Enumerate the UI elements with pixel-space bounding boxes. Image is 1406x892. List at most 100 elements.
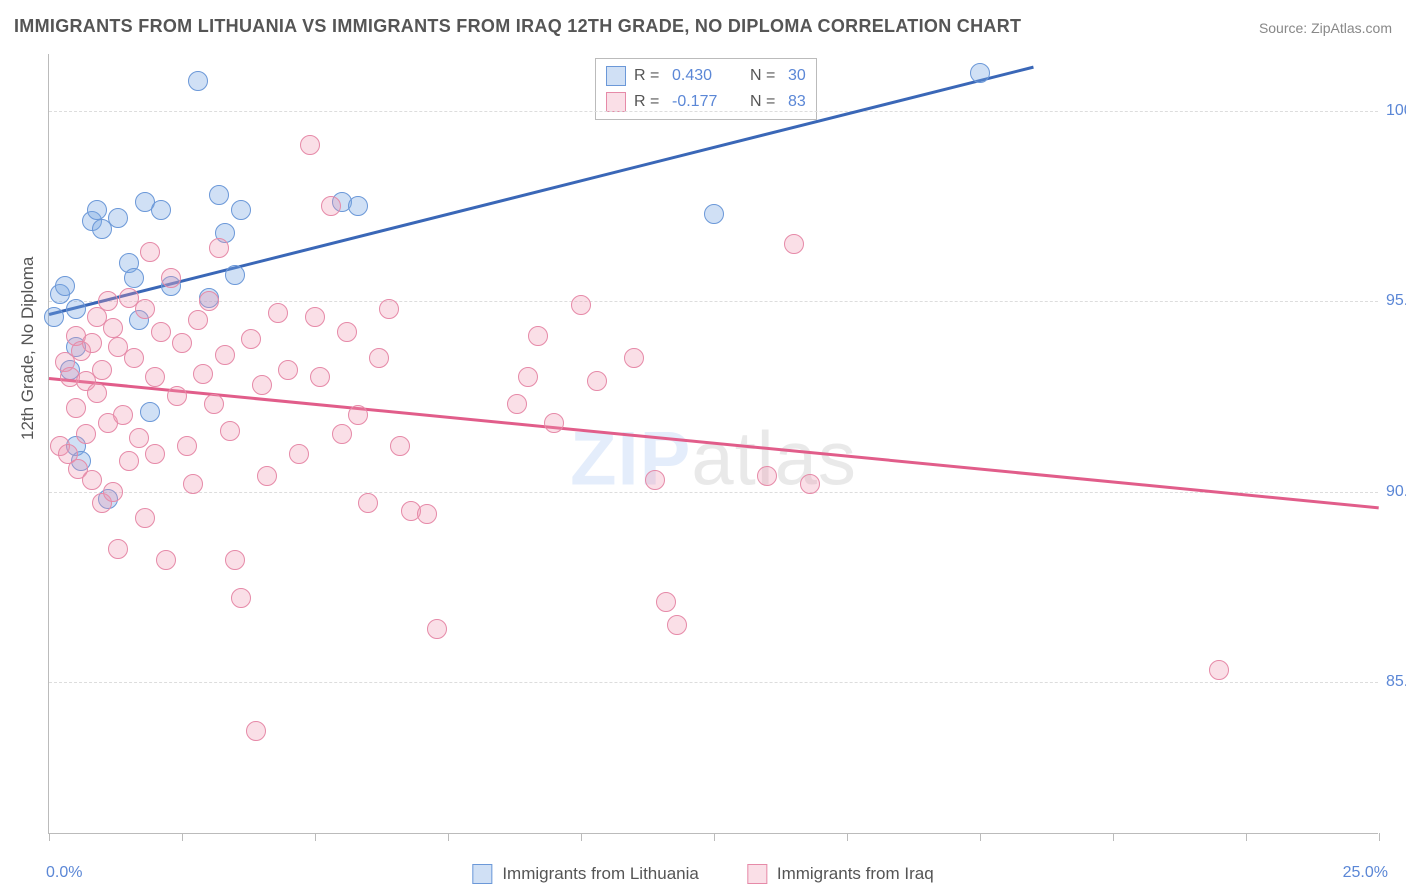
data-point	[348, 196, 368, 216]
data-point	[390, 436, 410, 456]
x-tick-right: 25.0%	[1343, 864, 1388, 882]
swatch-lithuania	[606, 66, 626, 86]
data-point	[145, 444, 165, 464]
n-label: N =	[750, 93, 780, 111]
data-point	[209, 238, 229, 258]
x-tick	[980, 833, 981, 841]
legend-label-iraq: Immigrants from Iraq	[777, 864, 934, 884]
data-point	[82, 333, 102, 353]
x-tick	[182, 833, 183, 841]
data-point	[66, 299, 86, 319]
data-point	[108, 539, 128, 559]
data-point	[970, 63, 990, 83]
data-point	[209, 185, 229, 205]
data-point	[167, 386, 187, 406]
data-point	[268, 303, 288, 323]
data-point	[667, 615, 687, 635]
data-point	[193, 364, 213, 384]
data-point	[124, 268, 144, 288]
y-tick-label: 100.0%	[1386, 102, 1406, 120]
data-point	[119, 451, 139, 471]
data-point	[108, 208, 128, 228]
legend-item-lithuania: Immigrants from Lithuania	[472, 864, 699, 884]
data-point	[113, 405, 133, 425]
data-point	[518, 367, 538, 387]
data-point	[140, 402, 160, 422]
data-point	[528, 326, 548, 346]
data-point	[135, 299, 155, 319]
data-point	[172, 333, 192, 353]
data-point	[571, 295, 591, 315]
data-point	[140, 242, 160, 262]
r-label: R =	[634, 93, 664, 111]
data-point	[305, 307, 325, 327]
data-point	[1209, 660, 1229, 680]
gridline	[49, 301, 1378, 302]
data-point	[257, 466, 277, 486]
data-point	[225, 550, 245, 570]
swatch-lithuania	[472, 864, 492, 884]
data-point	[92, 360, 112, 380]
y-tick-label: 95.0%	[1386, 292, 1406, 310]
data-point	[310, 367, 330, 387]
data-point	[87, 200, 107, 220]
data-point	[188, 71, 208, 91]
data-point	[704, 204, 724, 224]
data-point	[358, 493, 378, 513]
data-point	[66, 398, 86, 418]
data-point	[103, 482, 123, 502]
data-point	[656, 592, 676, 612]
x-tick	[448, 833, 449, 841]
source-label: Source: ZipAtlas.com	[1259, 20, 1392, 36]
data-point	[417, 504, 437, 524]
data-point	[241, 329, 261, 349]
data-point	[587, 371, 607, 391]
data-point	[55, 276, 75, 296]
data-point	[757, 466, 777, 486]
x-tick	[714, 833, 715, 841]
x-tick	[1113, 833, 1114, 841]
data-point	[784, 234, 804, 254]
data-point	[369, 348, 389, 368]
data-point	[507, 394, 527, 414]
x-tick	[1246, 833, 1247, 841]
data-point	[124, 348, 144, 368]
data-point	[231, 200, 251, 220]
legend-item-iraq: Immigrants from Iraq	[747, 864, 934, 884]
data-point	[332, 424, 352, 444]
data-point	[231, 588, 251, 608]
data-point	[427, 619, 447, 639]
data-point	[544, 413, 564, 433]
x-tick	[581, 833, 582, 841]
data-point	[161, 268, 181, 288]
data-point	[87, 383, 107, 403]
n-label: N =	[750, 67, 780, 85]
legend-label-lithuania: Immigrants from Lithuania	[502, 864, 699, 884]
x-tick	[847, 833, 848, 841]
trend-line	[49, 377, 1379, 509]
trend-line	[49, 65, 1034, 315]
x-tick-left: 0.0%	[46, 864, 82, 882]
n-value-iraq: 83	[788, 93, 806, 111]
data-point	[151, 200, 171, 220]
data-point	[204, 394, 224, 414]
data-point	[215, 345, 235, 365]
data-point	[289, 444, 309, 464]
data-point	[188, 310, 208, 330]
data-point	[220, 421, 240, 441]
bottom-legend: Immigrants from Lithuania Immigrants fro…	[472, 864, 933, 884]
swatch-iraq	[606, 92, 626, 112]
data-point	[177, 436, 197, 456]
x-tick	[1379, 833, 1380, 841]
legend-row-lithuania: R = 0.430 N = 30	[606, 63, 806, 89]
data-point	[151, 322, 171, 342]
r-label: R =	[634, 67, 664, 85]
x-tick	[49, 833, 50, 841]
data-point	[103, 318, 123, 338]
data-point	[44, 307, 64, 327]
data-point	[321, 196, 341, 216]
y-axis-label: 12th Grade, No Diploma	[18, 257, 38, 440]
data-point	[98, 291, 118, 311]
data-point	[156, 550, 176, 570]
data-point	[246, 721, 266, 741]
